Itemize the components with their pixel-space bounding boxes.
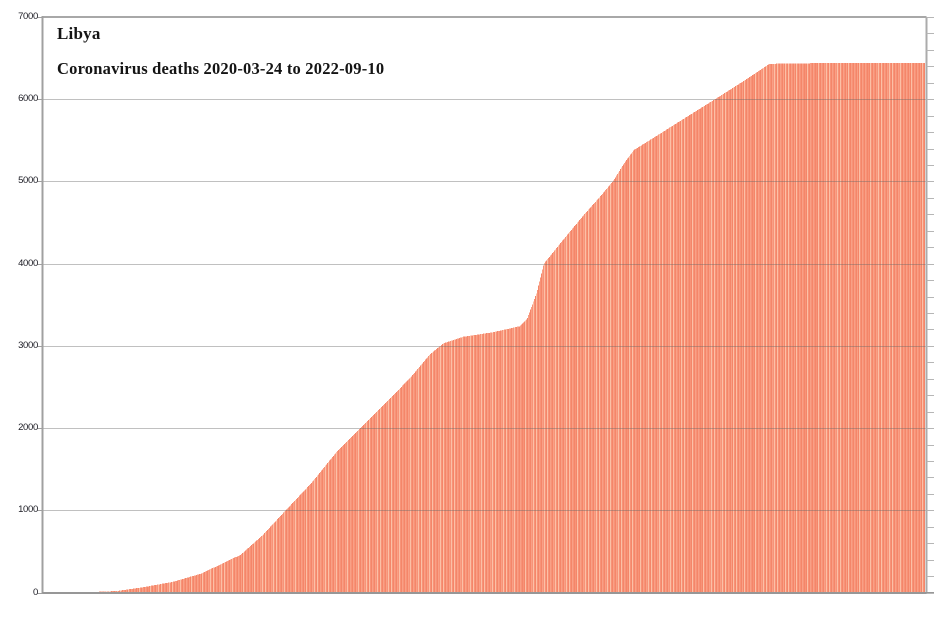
y-axis-tick-label: 3000 [18, 339, 38, 351]
y-axis-tick-label: 2000 [18, 422, 38, 434]
y-axis-tick-label: 7000 [18, 11, 38, 22]
axis-group [37, 16, 934, 594]
y-axis-tick-label: 4000 [18, 257, 38, 269]
chart-subtitle: Coronavirus deaths 2020-03-24 to 2022-09… [57, 59, 385, 78]
right-minor-ticks-group [926, 17, 934, 594]
chart-title: Libya [57, 24, 101, 43]
daily-bars-group [52, 62, 925, 593]
y-axis-tick-label: 1000 [18, 504, 38, 516]
gridlines-group [42, 99, 927, 511]
y-axis-tick-label: 0 [33, 586, 38, 598]
y-axis-tick-label: 6000 [18, 93, 38, 105]
y-axis-tick-label: 5000 [18, 175, 38, 187]
